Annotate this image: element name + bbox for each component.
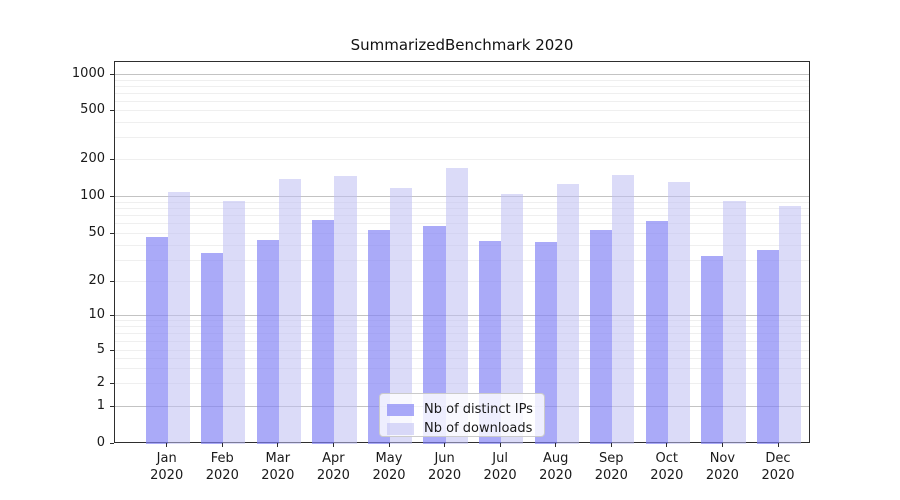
y-tick-label-100: 100 [80, 188, 105, 203]
legend-label-distinct-ips: Nb of distinct IPs [424, 402, 533, 417]
chart-title: SummarizedBenchmark 2020 [350, 36, 574, 54]
x-tick-mark-may [388, 443, 390, 447]
y-tick-mark-1 [110, 405, 114, 407]
x-tick-label-sep: Sep 2020 [594, 451, 628, 483]
bar-distinct-ips-jun [423, 226, 446, 444]
bar-distinct-ips-mar [256, 239, 279, 444]
legend-swatch-downloads [387, 422, 414, 435]
x-tick-mark-jan [166, 443, 168, 447]
x-tick-mark-feb [221, 443, 223, 447]
y-tick-mark-5 [110, 349, 114, 351]
x-tick-mark-jul [499, 443, 501, 447]
y-tick-label-10: 10 [88, 307, 105, 322]
x-tick-label-feb: Feb 2020 [205, 451, 239, 483]
bar-downloads-may [390, 188, 413, 444]
bar-distinct-ips-may [367, 229, 390, 444]
legend-item-distinct-ips: Nb of distinct IPs [387, 400, 537, 419]
y-tick-label-50: 50 [88, 225, 105, 240]
bar-downloads-nov [723, 200, 746, 444]
minor-gridline-600 [115, 100, 809, 102]
y-tick-label-1: 1 [96, 398, 105, 413]
y-tick-mark-0 [110, 442, 114, 444]
y-tick-label-200: 200 [80, 151, 105, 166]
bar-downloads-oct [667, 182, 690, 444]
x-tick-mark-apr [332, 443, 334, 447]
x-tick-mark-aug [555, 443, 557, 447]
plot-area: Nb of distinct IPs Nb of downloads [114, 61, 810, 444]
x-tick-label-oct: Oct 2020 [650, 451, 684, 483]
bar-downloads-jul [501, 194, 524, 444]
x-tick-label-jan: Jan 2020 [150, 451, 184, 483]
x-tick-label-jun: Jun 2020 [428, 451, 462, 483]
bar-downloads-feb [223, 200, 246, 444]
bar-downloads-jun [445, 168, 468, 444]
minor-gridline-300 [115, 137, 809, 139]
x-tick-label-aug: Aug 2020 [539, 451, 573, 483]
y-tick-mark-50 [110, 232, 114, 234]
y-tick-mark-10 [110, 314, 114, 316]
major-gridline-1000 [115, 74, 809, 75]
x-tick-mark-mar [277, 443, 279, 447]
x-tick-label-nov: Nov 2020 [705, 451, 739, 483]
x-tick-label-jul: Jul 2020 [483, 451, 517, 483]
bar-distinct-ips-apr [312, 220, 335, 444]
bar-distinct-ips-jan [145, 237, 168, 444]
minor-gridline-200 [115, 159, 809, 160]
x-tick-label-dec: Dec 2020 [761, 451, 795, 483]
legend-swatch-distinct-ips [387, 403, 414, 416]
y-tick-mark-200 [110, 158, 114, 160]
y-tick-label-2: 2 [96, 375, 105, 390]
bar-downloads-apr [334, 176, 357, 444]
bar-distinct-ips-nov [701, 255, 724, 444]
bar-downloads-sep [612, 175, 635, 444]
minor-gridline-700 [115, 92, 809, 94]
x-tick-label-apr: Apr 2020 [316, 451, 350, 483]
minor-gridline-500 [115, 110, 809, 111]
x-tick-mark-nov [721, 443, 723, 447]
y-tick-label-0: 0 [96, 435, 105, 450]
bar-downloads-aug [556, 183, 579, 444]
y-tick-mark-500 [110, 109, 114, 111]
x-tick-mark-dec [777, 443, 779, 447]
y-tick-label-5: 5 [96, 342, 105, 357]
legend-item-downloads: Nb of downloads [387, 419, 537, 438]
legend: Nb of distinct IPs Nb of downloads [379, 393, 545, 437]
x-tick-mark-sep [610, 443, 612, 447]
bar-distinct-ips-feb [201, 252, 224, 444]
y-tick-label-1000: 1000 [71, 66, 105, 81]
y-tick-label-500: 500 [80, 102, 105, 117]
y-tick-mark-2 [110, 382, 114, 384]
y-tick-mark-20 [110, 280, 114, 282]
minor-gridline-400 [115, 121, 809, 123]
bar-distinct-ips-dec [756, 249, 779, 444]
y-tick-label-20: 20 [88, 273, 105, 288]
bar-distinct-ips-sep [590, 229, 613, 444]
bar-downloads-mar [278, 179, 301, 444]
y-tick-mark-1000 [110, 73, 114, 75]
x-tick-mark-oct [666, 443, 668, 447]
minor-gridline-800 [115, 85, 809, 87]
bar-downloads-dec [779, 206, 802, 444]
x-tick-mark-jun [444, 443, 446, 447]
x-tick-label-may: May 2020 [372, 451, 406, 483]
x-tick-label-mar: Mar 2020 [261, 451, 295, 483]
bar-distinct-ips-oct [645, 220, 668, 444]
legend-label-downloads: Nb of downloads [424, 421, 533, 436]
minor-gridline-900 [115, 79, 809, 81]
y-tick-mark-100 [110, 195, 114, 197]
bar-downloads-jan [167, 191, 190, 444]
